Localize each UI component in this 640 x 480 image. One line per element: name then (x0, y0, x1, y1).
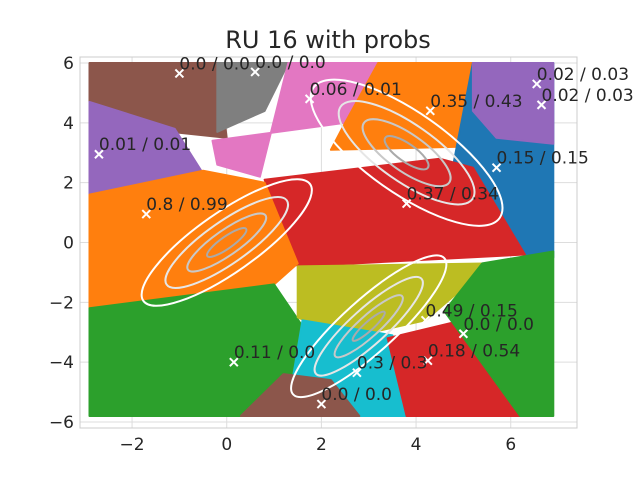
point-labels: 0.0 / 0.0 0.0 / 0.00.06 / 0.010.02 / 0.03… (99, 53, 634, 405)
x-tick-labels: −2 0 2 4 6 (120, 435, 517, 455)
contour-2-level-1 (383, 135, 430, 171)
point-marker (352, 367, 362, 378)
region-6 (471, 62, 555, 145)
point-marker (316, 399, 327, 409)
point-label: 0.0 / 0.0 (463, 315, 534, 335)
contour-3-level-2 (333, 294, 404, 359)
point-marker (304, 94, 315, 104)
contour-3-level-4 (290, 254, 448, 399)
contour-3-level-3 (313, 275, 424, 377)
contour-1-level-4 (140, 178, 313, 307)
contour-1-level-1 (206, 227, 248, 258)
region-14 (443, 250, 555, 417)
marker-stroke (401, 198, 412, 209)
point-marker (174, 68, 185, 79)
point-label: 0.06 / 0.01 (310, 80, 402, 100)
y-tick-label: 4 (63, 114, 74, 134)
contour-1-level-2 (186, 212, 268, 273)
x-tick-label: 4 (411, 435, 422, 455)
contour-3-level-1 (351, 310, 386, 342)
point-marker (532, 79, 542, 89)
y-tick-label: 2 (63, 174, 74, 194)
region-15 (239, 373, 361, 417)
point-label: 0.01 / 0.01 (99, 135, 191, 155)
marker-stroke (532, 79, 542, 89)
y-tick-labels: −6 −4 −2 0 2 4 6 (49, 54, 74, 433)
marker-stroke (304, 94, 315, 104)
point-label: 0.02 / 0.03 (542, 86, 634, 106)
x-tick-label: 0 (221, 435, 232, 455)
point-label: 0.35 / 0.43 (430, 92, 522, 112)
region-11 (296, 262, 493, 340)
point-label: 0.0 / 0.0 (255, 53, 326, 73)
x-tick-label: 2 (316, 435, 327, 455)
axes-frame (79, 56, 578, 429)
point-marker (250, 67, 260, 77)
y-tick-label: 0 (63, 234, 74, 254)
point-marker (491, 162, 502, 173)
point-label: 0.8 / 0.99 (146, 195, 227, 215)
point-label: 0.18 / 0.54 (428, 342, 520, 362)
contour-2-level-2 (361, 118, 452, 188)
marker-stroke (229, 357, 239, 367)
region-4 (329, 62, 474, 151)
decision-regions (88, 62, 555, 417)
y-tick-label: −4 (49, 353, 74, 373)
point-marker (536, 100, 547, 110)
data-points (94, 67, 547, 409)
point-marker (401, 198, 412, 209)
point-label: 0.0 / 0.0 (179, 54, 250, 74)
contour-2-level-3 (337, 100, 476, 206)
marker-stroke (94, 149, 104, 159)
point-marker (423, 355, 433, 366)
y-tick-label: 6 (63, 54, 74, 74)
marker-stroke (141, 209, 151, 219)
marker-stroke (420, 315, 431, 325)
marker-stroke (425, 106, 435, 116)
contour-1-level-3 (164, 196, 290, 289)
chart-title: RU 16 with probs (225, 26, 431, 54)
marker-stroke (316, 399, 327, 409)
point-marker (141, 209, 151, 219)
y-tick-label: −2 (49, 293, 74, 313)
point-marker (94, 149, 104, 159)
marker-stroke (536, 100, 547, 110)
point-marker (458, 329, 469, 339)
marker-stroke (174, 68, 185, 79)
point-label: 0.37 / 0.34 (407, 185, 499, 205)
region-1 (88, 62, 228, 139)
region-2 (216, 62, 290, 133)
point-label: 0.3 / 0.3 (357, 354, 428, 374)
x-tick-label: 6 (505, 435, 516, 455)
plot-frame (79, 56, 578, 429)
marker-stroke (352, 367, 362, 378)
point-label: 0.02 / 0.03 (537, 65, 629, 85)
point-marker (420, 315, 431, 325)
point-marker (229, 357, 239, 367)
point-label: 0.0 / 0.0 (321, 385, 392, 405)
contour-2-level-4 (309, 78, 504, 227)
marker-stroke (423, 355, 433, 366)
point-label: 0.11 / 0.0 (234, 343, 315, 363)
point-label: 0.49 / 0.15 (426, 301, 518, 321)
marker-stroke (491, 162, 502, 173)
marker-stroke (250, 67, 260, 77)
y-tick-label: −6 (49, 413, 74, 433)
marker-stroke (458, 329, 469, 339)
density-contours (140, 78, 504, 399)
x-tick-label: −2 (120, 435, 145, 455)
point-label: 0.15 / 0.15 (497, 149, 589, 169)
point-marker (425, 106, 435, 116)
